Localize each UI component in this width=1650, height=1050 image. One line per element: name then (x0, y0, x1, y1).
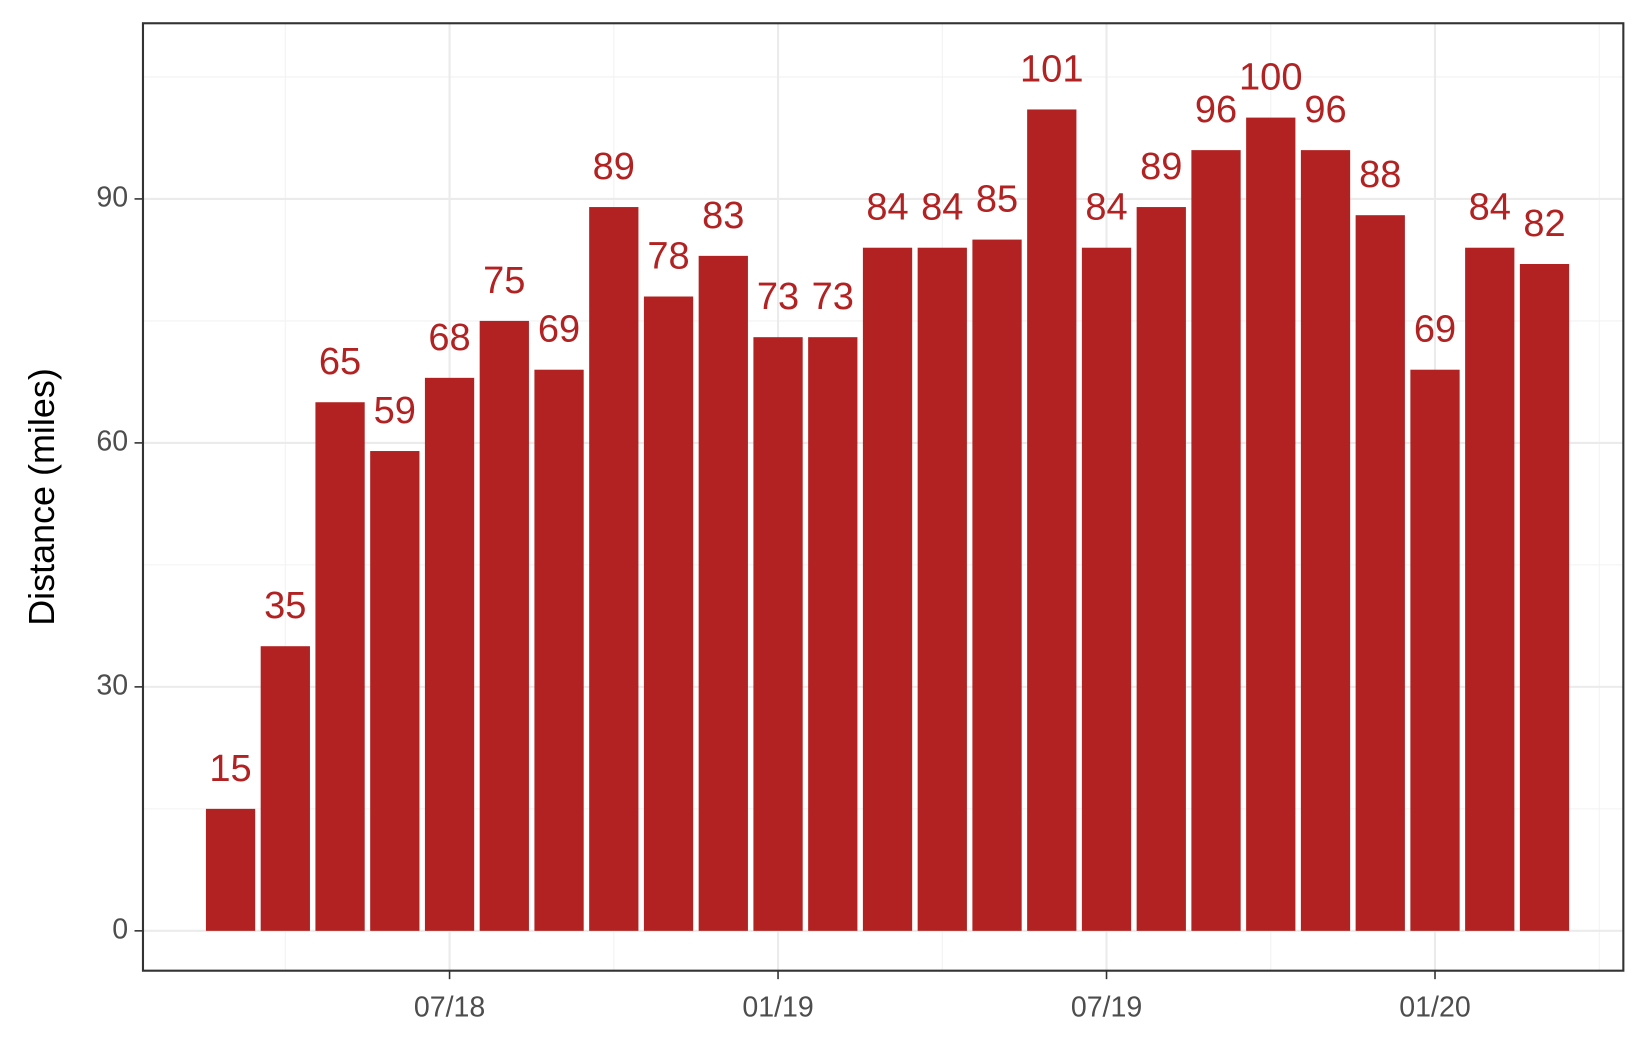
y-tick-label: 0 (112, 913, 128, 945)
value-label: 89 (593, 146, 635, 188)
bar (205, 808, 256, 931)
bar (370, 451, 420, 931)
value-label: 78 (647, 235, 689, 277)
bar (1246, 117, 1296, 931)
bar (1519, 263, 1570, 931)
bar (1300, 150, 1351, 931)
value-label: 35 (264, 585, 306, 627)
x-tick-label: 01/20 (1399, 991, 1470, 1023)
bar (808, 337, 858, 931)
value-label: 73 (812, 276, 854, 318)
value-label: 69 (538, 309, 580, 351)
bar (315, 402, 365, 931)
bar (260, 646, 310, 931)
bar (479, 320, 529, 931)
bar (643, 296, 694, 931)
bar (1081, 247, 1132, 931)
y-tick-label: 60 (96, 425, 128, 457)
value-label: 84 (1085, 187, 1127, 229)
bar (589, 207, 639, 931)
y-axis-label: Distance (miles) (21, 368, 62, 626)
value-label: 83 (702, 195, 744, 237)
bar (698, 255, 748, 931)
value-label: 96 (1304, 89, 1346, 131)
y-tick-label: 30 (96, 669, 128, 701)
value-label: 100 (1239, 57, 1302, 99)
bar (424, 377, 475, 931)
value-label: 85 (976, 179, 1018, 221)
value-label: 84 (921, 187, 963, 229)
value-label: 68 (428, 317, 470, 359)
bar (1410, 369, 1460, 931)
value-label: 75 (483, 260, 525, 302)
value-label: 65 (319, 341, 361, 383)
bar (972, 239, 1022, 931)
value-label: 84 (866, 187, 908, 229)
bar (1136, 207, 1186, 931)
y-tick-label: 90 (96, 181, 128, 213)
value-label: 84 (1469, 187, 1511, 229)
value-label: 59 (374, 390, 416, 432)
value-label: 89 (1140, 146, 1182, 188)
bar (1191, 150, 1241, 931)
value-label: 82 (1523, 203, 1565, 245)
value-label: 101 (1020, 48, 1083, 90)
bar (862, 247, 913, 931)
x-tick-label: 01/19 (742, 991, 813, 1023)
value-label: 15 (209, 748, 251, 790)
value-label: 96 (1195, 89, 1237, 131)
bar (1027, 109, 1077, 931)
value-label: 73 (757, 276, 799, 318)
bar (534, 369, 584, 931)
value-label: 88 (1359, 154, 1401, 196)
x-tick-label: 07/18 (414, 991, 485, 1023)
bar (1465, 247, 1515, 931)
bar (753, 337, 803, 931)
panel-border (141, 22, 1625, 972)
x-tick-label: 07/19 (1071, 991, 1142, 1023)
bar (917, 247, 967, 931)
value-label: 69 (1414, 309, 1456, 351)
bar (1355, 215, 1405, 931)
